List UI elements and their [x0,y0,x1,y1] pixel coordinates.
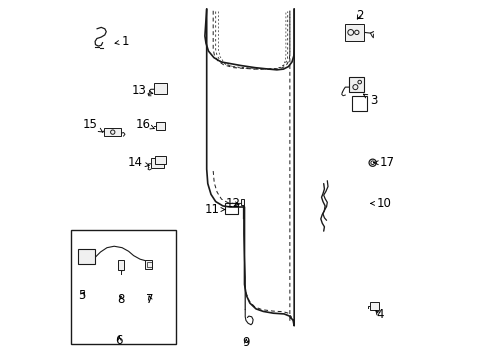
Text: 11: 11 [204,203,224,216]
Bar [224,203,238,214]
Text: 13: 13 [131,84,152,97]
Text: 14: 14 [128,156,149,169]
Text: 3: 3 [363,94,376,107]
Bar [118,260,123,270]
Text: 7: 7 [146,293,154,306]
Bar [78,249,95,264]
Text: 17: 17 [373,156,394,169]
Text: 1: 1 [115,35,129,48]
Bar [104,128,121,136]
Text: 10: 10 [370,197,391,210]
Bar [146,262,151,267]
Text: 2: 2 [355,9,363,22]
Text: 16: 16 [136,118,154,131]
Text: 15: 15 [82,118,102,132]
Bar [241,199,244,205]
Bar [145,260,152,269]
Bar [369,302,378,310]
Text: 4: 4 [375,309,383,321]
Text: 5: 5 [78,289,85,302]
Bar [156,122,165,130]
Bar [151,158,163,168]
Text: 6: 6 [115,334,122,347]
Text: 8: 8 [118,293,125,306]
Bar [348,77,363,92]
Bar [71,230,176,344]
Text: 9: 9 [242,336,249,349]
Text: 12: 12 [224,197,240,210]
Bar [344,24,364,41]
Bar [352,96,366,111]
Bar [153,83,167,94]
Bar [155,156,166,164]
